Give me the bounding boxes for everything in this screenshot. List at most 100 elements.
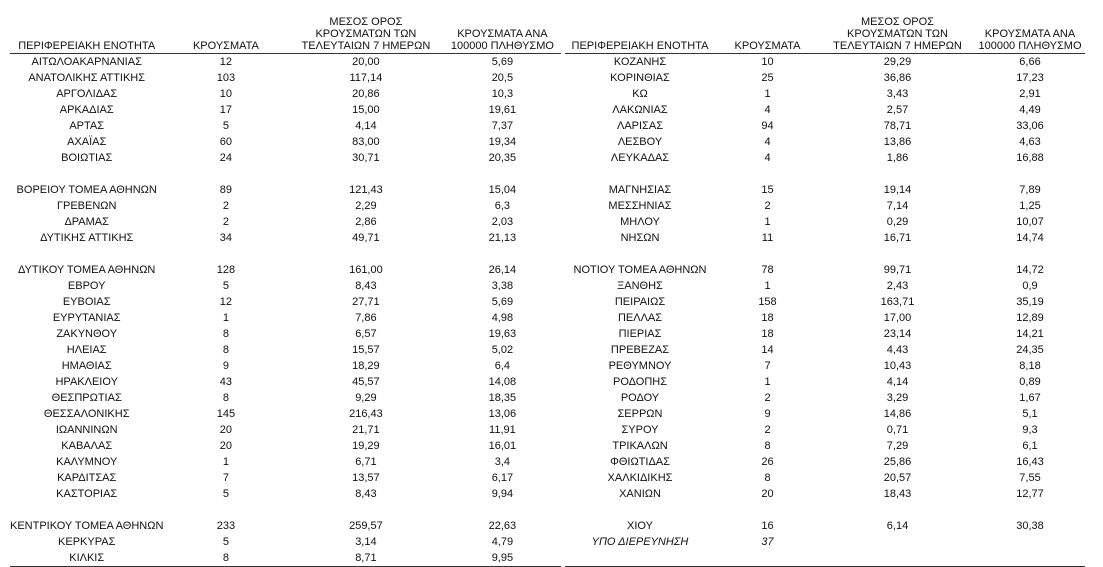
cell-cases: 9	[764, 408, 771, 420]
cell-per100k: 9,95	[443, 550, 562, 567]
cell-per100k: 5,69	[491, 296, 514, 308]
table-row: ΚΕΡΚΥΡΑΣ 5 3,14 4,79	[10, 534, 561, 550]
cell-avg7: 78,71	[883, 120, 912, 132]
cell-avg7: 27,71	[352, 296, 380, 308]
table-row: ΑΝΑΤΟΛΙΚΗΣ ΑΤΤΙΚΗΣ 103 117,14 20,5	[10, 70, 561, 86]
cell-avg7	[820, 534, 975, 550]
cell-cases: 103	[216, 72, 236, 84]
cell-per100k: 2,91	[1019, 88, 1041, 100]
table-row: ΛΕΣΒΟΥ 4 13,86 4,63	[565, 134, 1085, 150]
cell-per100k: 21,13	[488, 232, 517, 244]
cell-per100k: 6,4	[494, 360, 511, 372]
cell-avg7: 4,14	[886, 376, 909, 388]
cell-cases: 10	[761, 56, 774, 68]
cell-cases: 20	[761, 488, 774, 500]
cell-avg7: 2,57	[886, 104, 909, 116]
cases-table-left: ΠΕΡΙΦΕΡΕΙΑΚΗ ΕΝΟΤΗΤΑ ΚΡΟΥΣΜΑΤΑ ΜΕΣΟΣ ΟΡΟ…	[10, 0, 562, 567]
cell-per100k: 3,38	[491, 280, 514, 292]
table-body-right: ΚΟΖΑΝΗΣ 10 29,29 6,66 ΚΟΡΙΝΘΙΑΣ 25 36,86 17,23 Κ…	[565, 54, 1085, 567]
cell-avg7: 17,00	[883, 312, 912, 324]
table-row: ΧΙΟΥ 16 6,14 30,38	[565, 518, 1085, 534]
table-row: ΚΑΡΔΙΤΣΑΣ 7 13,57 6,17	[10, 470, 561, 486]
cell-avg7: 8,43	[355, 488, 377, 500]
cell-region: ΚΩ	[632, 88, 648, 100]
cell-region: ΕΒΡΟΥ	[67, 280, 106, 292]
cell-region: ΧΑΝΙΩΝ	[619, 488, 661, 500]
cell-cases: 8	[222, 344, 229, 356]
cell-per100k: 15,04	[488, 184, 517, 196]
cell-cases: 60	[219, 136, 233, 148]
cell-region: ΣΥΡΟΥ	[621, 424, 659, 436]
table-row: ΕΒΡΟΥ 5 8,43 3,38	[10, 278, 561, 294]
cell-per100k: 20,5	[491, 72, 514, 84]
cell-avg7: 8,71	[288, 550, 444, 567]
cell-region: ΜΗΛΟΥ	[620, 216, 660, 228]
cell-avg7: 15,00	[352, 104, 380, 116]
cell-cases: 9	[222, 360, 229, 372]
cell-region: ΞΑΝΘΗΣ	[617, 280, 663, 292]
cell-region: ΕΥΒΟΙΑΣ	[62, 296, 111, 308]
cell-per100k: 9,94	[491, 488, 514, 500]
cell-cases: 2	[764, 424, 771, 436]
cell-cases: 8	[163, 550, 289, 567]
cell-cases: 20	[219, 440, 233, 452]
table-row: ΚΑΒΑΛΑΣ 20 19,29 16,01	[10, 438, 561, 454]
cell-cases: 8	[222, 392, 229, 404]
table-row: ΑΡΤΑΣ 5 4,14 7,37	[10, 118, 561, 134]
cell-per100k: 6,66	[1019, 56, 1041, 68]
cell-per100k: 1,25	[1019, 200, 1041, 212]
cell-avg7: 8,43	[355, 280, 377, 292]
cell-region	[565, 550, 715, 567]
table-row: ΗΡΑΚΛΕΙΟΥ 43 45,57 14,08	[10, 374, 561, 390]
table-row: ΛΑΡΙΣΑΣ 94 78,71 33,06	[565, 118, 1085, 134]
blank-row	[10, 502, 561, 518]
cell-region: ΠΡΕΒΕΖΑΣ	[610, 344, 670, 356]
cell-cases: 8	[222, 328, 229, 340]
cell-region: ΔΥΤΙΚΟΥ ΤΟΜΕΑ ΑΘΗΝΩΝ	[18, 264, 156, 276]
cell-cases	[163, 246, 288, 262]
table-row: ΚΑΛΥΜΝΟΥ 1 6,71 3,4	[10, 454, 561, 470]
cell-cases: 16	[761, 520, 774, 532]
cell-cases	[715, 166, 820, 182]
cell-per100k: 33,06	[1016, 120, 1044, 132]
cell-region: ΝΗΣΩΝ	[620, 232, 660, 244]
cell-avg7: 10,43	[883, 360, 912, 372]
cell-region: ΑΡΓΟΛΙΔΑΣ	[56, 88, 118, 100]
cell-cases: 26	[761, 456, 774, 468]
cell-avg7: 49,71	[352, 232, 380, 244]
cell-cases: 4	[764, 136, 771, 148]
table-row: ΚΑΣΤΟΡΙΑΣ 5 8,43 9,94	[10, 486, 561, 502]
table-row: ΕΥΒΟΙΑΣ 12 27,71 5,69	[10, 294, 561, 310]
table-row: ΧΑΝΙΩΝ 20 18,43 12,77	[565, 486, 1085, 502]
cell-cases: 2	[222, 216, 229, 228]
cell-per100k: 7,55	[1019, 472, 1041, 484]
table-row: ΔΥΤΙΚΗΣ ΑΤΤΙΚΗΣ 34 49,71 21,13	[10, 230, 561, 246]
cell-cases: 18	[761, 328, 774, 340]
cell-per100k: 4,63	[1019, 136, 1041, 148]
cases-table-right: ΠΕΡΙΦΕΡΕΙΑΚΗ ΕΝΟΤΗΤΑ ΚΡΟΥΣΜΑΤΑ ΜΕΣΟΣ ΟΡΟ…	[565, 0, 1085, 567]
cell-cases: 25	[761, 72, 774, 84]
table-row: ΚΟΡΙΝΘΙΑΣ 25 36,86 17,23	[565, 70, 1085, 86]
cell-avg7: 216,43	[349, 408, 383, 420]
cell-cases	[715, 246, 820, 262]
cell-region: ΚΕΡΚΥΡΑΣ	[58, 536, 116, 548]
cell-region: ΔΡΑΜΑΣ	[64, 216, 109, 228]
cell-per100k: 0,9	[1022, 280, 1038, 292]
cell-avg7: 29,29	[883, 56, 912, 68]
table-row: ΝΗΣΩΝ 11 16,71 14,74	[565, 230, 1085, 246]
cell-per100k	[975, 246, 1085, 262]
cell-region: ΡΕΘΥΜΝΟΥ	[608, 360, 672, 372]
cell-per100k: 16,01	[488, 440, 517, 452]
table-row: ΠΡΕΒΕΖΑΣ 14 4,43 24,35	[565, 342, 1085, 358]
cell-region: ΚΑΣΤΟΡΙΑΣ	[56, 488, 118, 500]
cell-cases: 11	[761, 232, 774, 244]
cell-per100k: 16,88	[1016, 152, 1044, 164]
cell-cases	[163, 166, 288, 182]
cell-per100k: 14,21	[1016, 328, 1044, 340]
cell-region: ΙΩΑΝΝΙΝΩΝ	[55, 424, 118, 436]
cell-avg7: 161,00	[349, 264, 383, 276]
table-row: ΕΥΡΥΤΑΝΙΑΣ 1 7,86 4,98	[10, 310, 561, 326]
cell-region: ΛΑΡΙΣΑΣ	[616, 120, 663, 132]
cell-per100k: 3,4	[494, 456, 511, 468]
cell-per100k	[443, 502, 561, 518]
